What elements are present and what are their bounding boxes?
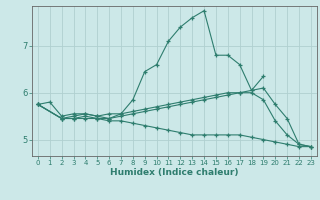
X-axis label: Humidex (Indice chaleur): Humidex (Indice chaleur) (110, 168, 239, 177)
